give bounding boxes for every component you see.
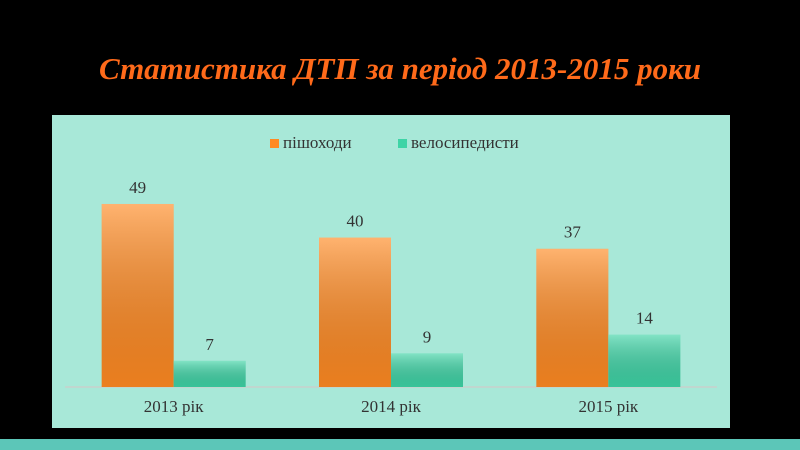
x-tick-label: 2014 рік <box>361 397 421 416</box>
bar-shade <box>536 248 609 387</box>
data-label: 40 <box>347 212 364 231</box>
bar-shade <box>608 334 681 387</box>
chart-title: Статистика ДТП за період 2013-2015 роки <box>99 51 701 86</box>
bar-shade <box>101 203 174 387</box>
legend-label: велосипедисти <box>411 133 519 152</box>
x-tick-label: 2015 рік <box>578 397 638 416</box>
data-label: 37 <box>564 223 582 242</box>
bar-shade <box>173 360 246 387</box>
data-label: 49 <box>129 178 146 197</box>
data-label: 7 <box>205 335 214 354</box>
legend-label: пішоходи <box>283 133 352 152</box>
bar-shade <box>391 353 463 387</box>
legend-swatch <box>270 139 279 148</box>
legend-swatch <box>398 139 407 148</box>
data-label: 14 <box>636 309 654 328</box>
x-tick-label: 2013 рік <box>144 397 204 416</box>
bottom-strip <box>0 439 800 450</box>
data-label: 9 <box>423 327 432 346</box>
bar-shade <box>319 237 391 387</box>
